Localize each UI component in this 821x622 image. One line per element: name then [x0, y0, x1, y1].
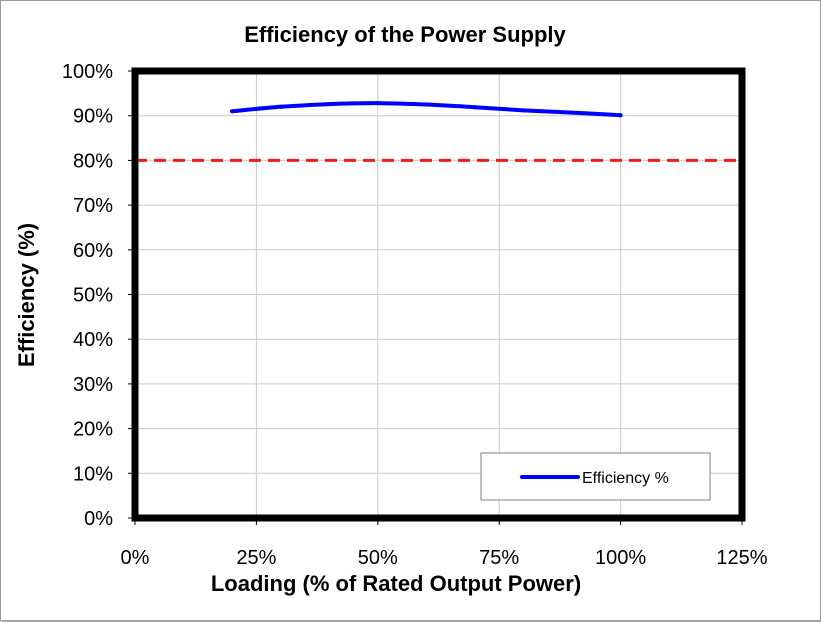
y-tick-label: 20%: [73, 419, 113, 441]
series-point: [521, 108, 526, 113]
y-tick-label: 10%: [73, 463, 113, 485]
series-point: [230, 109, 235, 114]
y-tick-label: 50%: [73, 285, 113, 307]
series-point: [375, 101, 380, 106]
y-tick-label: 40%: [73, 329, 113, 351]
y-tick-label: 0%: [84, 508, 113, 530]
y-tick-label: 100%: [62, 61, 113, 83]
x-tick-label: 125%: [716, 547, 767, 569]
series-point: [424, 102, 429, 107]
legend-label: Efficiency %: [582, 470, 669, 487]
y-tick-label: 80%: [73, 150, 113, 172]
legend: Efficiency %: [480, 452, 711, 501]
chart-title: Efficiency of the Power Supply: [244, 22, 566, 47]
x-tick-label: 100%: [595, 547, 646, 569]
x-tick-label: 75%: [479, 547, 519, 569]
x-axis-title: Loading (% of Rated Output Power): [211, 571, 581, 596]
y-tick-label: 90%: [73, 106, 113, 128]
series-point: [278, 104, 283, 109]
y-tick-label: 30%: [73, 374, 113, 396]
y-axis-title: Efficiency (%): [14, 223, 39, 367]
series-lines: [230, 101, 623, 118]
x-tick-label: 50%: [358, 547, 398, 569]
grid-lines: [135, 71, 742, 518]
x-tick-label: 0%: [121, 547, 150, 569]
x-axis-ticks: 0% 25% 50% 75% 100% 125%: [121, 518, 768, 569]
series-point: [327, 102, 332, 107]
series-point: [570, 110, 575, 115]
y-tick-label: 60%: [73, 240, 113, 262]
x-tick-label: 25%: [236, 547, 276, 569]
legend-box: [480, 452, 711, 501]
y-tick-label: 70%: [73, 195, 113, 217]
series-point: [618, 113, 623, 118]
y-axis-ticks: 0% 10% 20% 30% 40% 50% 60% 70% 80% 90% 100%: [62, 61, 135, 530]
series-point: [472, 105, 477, 110]
